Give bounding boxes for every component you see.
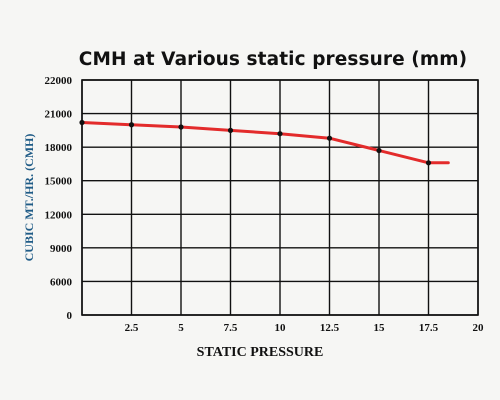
y-axis-label: CUBIC MT./HR. (CMH) xyxy=(22,134,36,262)
series-line xyxy=(80,121,450,165)
x-tick-label: 10 xyxy=(275,322,287,334)
plot-frame xyxy=(81,79,479,316)
x-axis-label: STATIC PRESSURE xyxy=(197,345,324,360)
data-point xyxy=(277,131,283,137)
data-point xyxy=(178,124,184,130)
x-tick-labels: 2.5 5 7.5 10 12.5 15 17.5 20 xyxy=(125,322,484,334)
x-tick-label: 5 xyxy=(178,322,184,334)
x-tick-label: 2.5 xyxy=(125,322,139,334)
y-tick-label: 18000 xyxy=(45,142,73,154)
data-point xyxy=(79,119,85,126)
x-tick-label: 12.5 xyxy=(320,322,340,334)
data-point xyxy=(376,147,382,154)
x-tick-label: 20 xyxy=(473,322,485,334)
y-tick-labels: 0 6000 9000 12000 15000 18000 21000 22000 xyxy=(45,75,73,322)
x-tick-label: 15 xyxy=(374,322,386,334)
y-tick-label: 21000 xyxy=(45,109,73,121)
data-point xyxy=(326,135,333,141)
series-group xyxy=(79,119,450,166)
data-point xyxy=(227,127,234,133)
y-tick-label: 9000 xyxy=(50,243,73,255)
y-tick-label: 6000 xyxy=(50,276,73,288)
x-tick-label: 17.5 xyxy=(419,322,439,334)
chart-title: CMH at Various static pressure (mm) xyxy=(78,49,468,70)
y-tick-label: 0 xyxy=(67,310,73,322)
y-tick-label: 12000 xyxy=(45,209,73,221)
y-tick-label: 22000 xyxy=(45,75,73,87)
data-point xyxy=(128,122,135,128)
data-point xyxy=(425,160,432,166)
grid-lines xyxy=(81,79,479,316)
y-tick-label: 15000 xyxy=(45,176,73,188)
x-tick-label: 7.5 xyxy=(224,322,238,334)
plot-border xyxy=(81,79,479,316)
